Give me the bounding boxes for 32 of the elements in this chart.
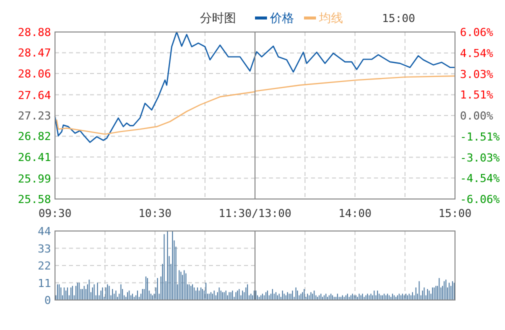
x-tick-label: 15:00: [438, 207, 472, 220]
legend-label: 均线: [318, 11, 343, 25]
y-tick-label: 33: [38, 242, 51, 256]
text: 1.51%: [460, 88, 494, 102]
chart-title: 分时图: [200, 11, 236, 25]
text: -4.54%: [460, 172, 500, 186]
x-tick-label: 09:30: [38, 207, 72, 220]
x-tick-label: 11:30/13:00: [218, 207, 292, 220]
text: 3.03%: [460, 68, 494, 81]
y-tick-label: 25.99: [18, 172, 51, 186]
text: 0.00%: [460, 110, 494, 122]
y-tick-label: 28.06: [18, 67, 51, 80]
y-tick-label: 0: [44, 294, 51, 307]
x-tick-label: 10:30: [138, 207, 172, 220]
y-tick-label: 27.64: [18, 88, 52, 102]
text: 6.06%: [460, 26, 494, 39]
text: -3.03%: [460, 151, 500, 164]
y-tick-label: 44: [38, 225, 52, 238]
y-tick-label: 27.23: [18, 110, 51, 122]
text: 4.54%: [460, 46, 494, 60]
y-tick-label: 26.82: [18, 130, 51, 144]
y-tick-label: 22: [38, 260, 51, 272]
legend-label: 价格: [269, 11, 294, 25]
text: -6.06%: [460, 193, 500, 206]
y-tick-label: 28.88: [18, 26, 51, 39]
y-tick-label: 28.47: [18, 46, 51, 60]
text: -1.51%: [460, 130, 500, 144]
y-tick-label: 26.41: [18, 150, 51, 164]
x-tick-label: 14:00: [338, 207, 372, 220]
text: 15:00: [382, 12, 416, 25]
y-tick-label: 25.58: [18, 193, 51, 206]
y-tick-label: 11: [38, 276, 51, 290]
